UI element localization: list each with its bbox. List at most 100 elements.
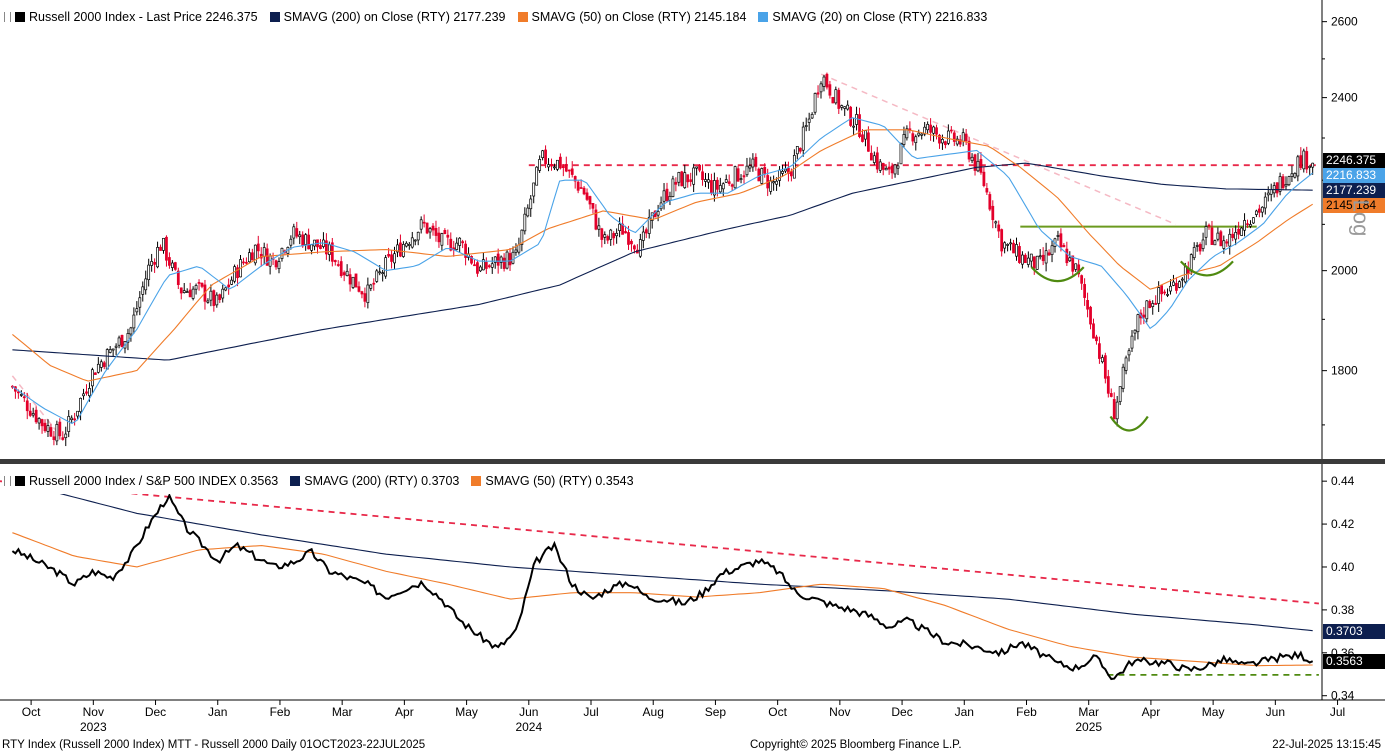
candle-down: [564, 164, 568, 172]
x-tick-label: Oct: [768, 705, 787, 719]
legend-label: SMAVG (50) on Close (RTY) 2145.184: [531, 9, 747, 24]
legend-entry[interactable]: SMAVG (20) on Close (RTY) 2216.833: [758, 10, 987, 24]
candle-down: [938, 134, 941, 144]
candle-down: [763, 167, 767, 174]
candle-up: [751, 158, 755, 168]
log-scale-label[interactable]: Log: [1348, 199, 1374, 237]
candle-down: [944, 141, 947, 146]
candle-down: [265, 248, 269, 266]
candle-up: [114, 345, 118, 348]
candle-up: [514, 249, 518, 253]
y-tick-label: 1800: [1331, 364, 1358, 378]
x-tick-label: Nov: [83, 705, 104, 719]
candle-up: [905, 128, 909, 139]
candle-up: [899, 143, 903, 165]
candle-up: [79, 397, 82, 413]
candle-down: [1032, 256, 1036, 269]
legend-entry[interactable]: SMAVG (50) (RTY) 0.3543: [471, 474, 634, 488]
value-badge: 2246.375: [1323, 153, 1385, 169]
candle-down: [52, 436, 56, 441]
bottom-legend[interactable]: Russell 2000 Index / S&P 500 INDEX 0.356…: [2, 468, 652, 494]
candle-down: [869, 152, 873, 161]
candle-down: [179, 287, 183, 294]
candle-up: [840, 105, 844, 108]
candle-up: [88, 388, 91, 397]
footer-timestamp: 22-Jul-2025 13:15:45: [1272, 739, 1381, 751]
legend-entry[interactable]: SMAVG (50) on Close (RTY) 2145.184: [517, 9, 747, 24]
candle-down: [93, 372, 97, 375]
candle-down: [1106, 376, 1110, 394]
legend-entry[interactable]: Russell 2000 Index - Last Price 2246.375: [15, 10, 258, 24]
candle-up: [1201, 239, 1205, 249]
candle-down: [630, 240, 633, 245]
candle-down: [25, 400, 29, 412]
candle-up: [1127, 350, 1131, 356]
legend-entry[interactable]: SMAVG (200) (RTY) 0.3703: [290, 474, 459, 488]
legend-grip-icon[interactable]: [4, 12, 11, 22]
candle-up: [535, 166, 539, 186]
candle-up: [520, 229, 524, 245]
candle-up: [111, 348, 115, 351]
candle-up: [810, 114, 814, 119]
candle-up: [402, 244, 405, 257]
candle-down: [1231, 233, 1235, 238]
panel-divider[interactable]: [0, 459, 1385, 464]
candle-down: [715, 179, 719, 190]
candle-down: [837, 89, 841, 109]
candle-up: [1284, 184, 1288, 187]
candle-down: [120, 334, 124, 348]
candle-up: [428, 228, 432, 233]
candle-up: [1287, 176, 1291, 186]
legend-grip-icon[interactable]: [4, 476, 11, 486]
candle-up: [369, 284, 373, 289]
candle-down: [218, 294, 222, 301]
candle-up: [795, 146, 799, 155]
candle-down: [1109, 393, 1113, 397]
candle-down: [256, 243, 260, 252]
candle-up: [1172, 281, 1175, 286]
candle-up: [440, 233, 444, 246]
candle-up: [1178, 281, 1181, 288]
candle-down: [496, 253, 500, 266]
candle-down: [446, 234, 450, 238]
ratio-line: [11, 492, 1314, 681]
candle-up: [19, 394, 23, 396]
candle-up: [1068, 257, 1072, 262]
top-legend[interactable]: Russell 2000 Index - Last Price 2246.375…: [2, 4, 1006, 30]
candle-up: [1038, 255, 1042, 258]
candle-up: [404, 242, 408, 247]
candle-down: [61, 437, 65, 440]
candle-down: [887, 166, 891, 170]
candle-up: [1269, 189, 1273, 195]
candle-down: [1092, 323, 1095, 339]
candle-up: [772, 181, 776, 184]
y-tick-label: 0.34: [1331, 689, 1355, 703]
legend-entry[interactable]: Russell 2000 Index / S&P 500 INDEX 0.356…: [15, 474, 278, 488]
candle-up: [1074, 263, 1078, 270]
x-tick-label: Feb: [270, 705, 291, 719]
candle-down: [319, 245, 322, 249]
candle-down: [357, 286, 361, 292]
value-badge: 2216.833: [1323, 168, 1385, 184]
candle-up: [1293, 173, 1297, 178]
candle-down: [544, 149, 547, 165]
candle-up: [618, 223, 621, 231]
legend-entry[interactable]: SMAVG (200) on Close (RTY) 2177.239: [269, 10, 506, 24]
candle-down: [558, 156, 562, 169]
candle-up: [206, 300, 210, 303]
moving-average-200: [12, 162, 1313, 361]
candle-down: [1219, 231, 1223, 247]
y-tick-label: 0.42: [1331, 517, 1355, 531]
candle-down: [159, 246, 162, 251]
candle-up: [1006, 244, 1009, 246]
x-tick-label: Dec: [891, 705, 912, 719]
candle-up: [132, 314, 136, 329]
legend-label: Russell 2000 Index / S&P 500 INDEX 0.356…: [29, 473, 279, 488]
legend-swatch: [290, 475, 301, 486]
candle-down: [200, 282, 204, 287]
candle-down: [1257, 208, 1261, 213]
candle-down: [236, 267, 239, 279]
candle-down: [1142, 314, 1146, 318]
candle-up: [813, 93, 817, 113]
legend-swatch: [15, 11, 25, 22]
